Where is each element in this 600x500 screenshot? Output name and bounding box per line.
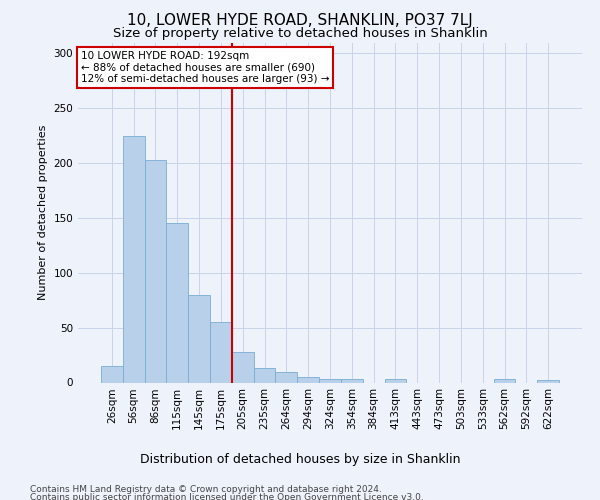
Text: 10 LOWER HYDE ROAD: 192sqm
← 88% of detached houses are smaller (690)
12% of sem: 10 LOWER HYDE ROAD: 192sqm ← 88% of deta… [80,51,329,84]
Bar [494,379,515,382]
Bar [101,366,123,382]
Text: Size of property relative to detached houses in Shanklin: Size of property relative to detached ho… [113,28,487,40]
Text: 10, LOWER HYDE ROAD, SHANKLIN, PO37 7LJ: 10, LOWER HYDE ROAD, SHANKLIN, PO37 7LJ [127,12,473,28]
Text: Contains public sector information licensed under the Open Government Licence v3: Contains public sector information licen… [30,493,424,500]
Bar [188,295,210,382]
Bar [232,352,254,382]
Bar [123,136,145,382]
Text: Contains HM Land Registry data © Crown copyright and database right 2024.: Contains HM Land Registry data © Crown c… [30,485,382,494]
Bar [537,380,559,382]
Bar [210,322,232,382]
Bar [341,379,363,382]
Bar [166,224,188,382]
Y-axis label: Number of detached properties: Number of detached properties [38,125,48,300]
Bar [275,372,297,382]
Bar [297,377,319,382]
Text: Distribution of detached houses by size in Shanklin: Distribution of detached houses by size … [140,452,460,466]
Bar [254,368,275,382]
Bar [145,160,166,382]
Bar [319,379,341,382]
Bar [385,379,406,382]
